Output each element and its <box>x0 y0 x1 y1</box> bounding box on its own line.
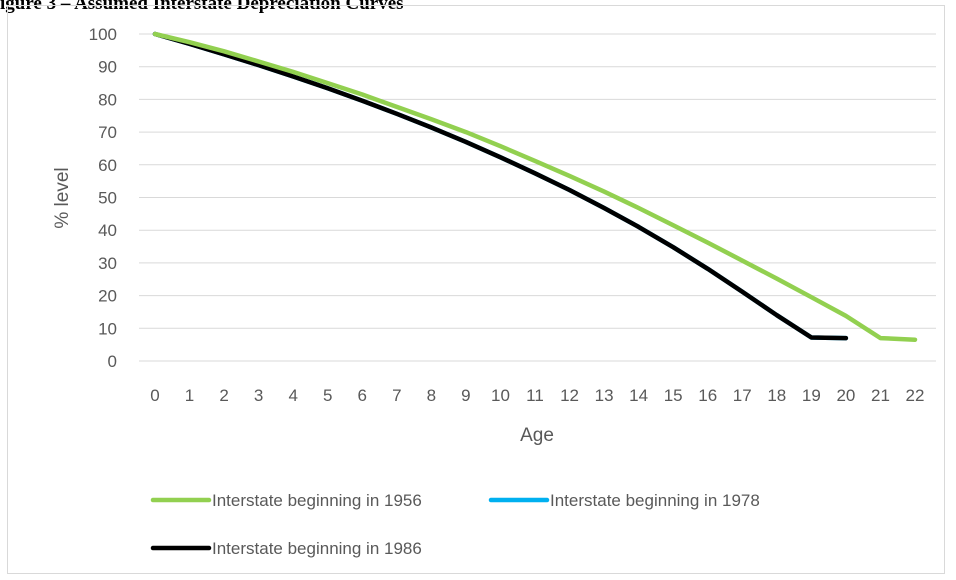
series-line-0 <box>152 31 918 342</box>
gridlines <box>139 33 936 362</box>
y-tick-label: 30 <box>98 254 117 273</box>
y-tick-label: 80 <box>98 90 117 109</box>
x-tick-label: 13 <box>595 386 614 405</box>
y-tick-label: 10 <box>98 319 117 338</box>
legend-label: Interstate beginning in 1986 <box>212 539 422 558</box>
legend-label: Interstate beginning in 1956 <box>212 491 422 510</box>
x-tick-label: 2 <box>219 386 228 405</box>
y-tick-label: 70 <box>98 123 117 142</box>
x-tick-label: 5 <box>323 386 332 405</box>
x-tick-label: 17 <box>733 386 752 405</box>
x-tick-label: 0 <box>150 386 159 405</box>
y-axis-label: % level <box>52 167 73 228</box>
y-tick-label: 100 <box>89 25 117 44</box>
figure-title: igure 3 – Assumed Interstate Depreciatio… <box>0 0 404 14</box>
x-tick-label: 18 <box>767 386 786 405</box>
x-tick-label: 4 <box>288 386 297 405</box>
legend-label: Interstate beginning in 1978 <box>550 491 760 510</box>
y-tick-labels: 0 10 20 30 40 50 60 70 80 90 100 <box>89 25 117 371</box>
chart-border <box>7 5 945 574</box>
y-tick-label: 60 <box>98 156 117 175</box>
x-tick-label: 21 <box>871 386 890 405</box>
x-tick-label: 12 <box>560 386 579 405</box>
x-tick-label: 14 <box>629 386 648 405</box>
x-tick-label: 9 <box>461 386 470 405</box>
series-lines <box>152 31 918 342</box>
x-tick-label: 3 <box>254 386 263 405</box>
x-axis-label: Age <box>520 425 554 446</box>
series-line-2 <box>152 31 849 341</box>
x-tick-label: 16 <box>698 386 717 405</box>
y-tick-label: 50 <box>98 189 117 208</box>
y-tick-label: 40 <box>98 221 117 240</box>
x-tick-labels: 0 1 2 3 4 5 6 7 8 9 10 11 12 13 14 15 16 17 18 19 20 21 22 <box>150 386 924 405</box>
x-tick-label: 15 <box>664 386 683 405</box>
x-tick-label: 6 <box>358 386 367 405</box>
x-tick-label: 11 <box>526 386 544 405</box>
y-tick-label: 90 <box>98 58 117 77</box>
x-tick-label: 1 <box>185 386 194 405</box>
x-tick-label: 10 <box>491 386 510 405</box>
x-tick-label: 7 <box>392 386 401 405</box>
y-tick-label: 0 <box>108 352 117 371</box>
x-tick-label: 20 <box>836 386 855 405</box>
x-tick-label: 19 <box>802 386 821 405</box>
x-tick-label: 22 <box>906 386 925 405</box>
x-tick-label: 8 <box>427 386 436 405</box>
legend: Interstate beginning in 1956 Interstate b… <box>150 491 760 558</box>
y-tick-label: 20 <box>98 287 117 306</box>
